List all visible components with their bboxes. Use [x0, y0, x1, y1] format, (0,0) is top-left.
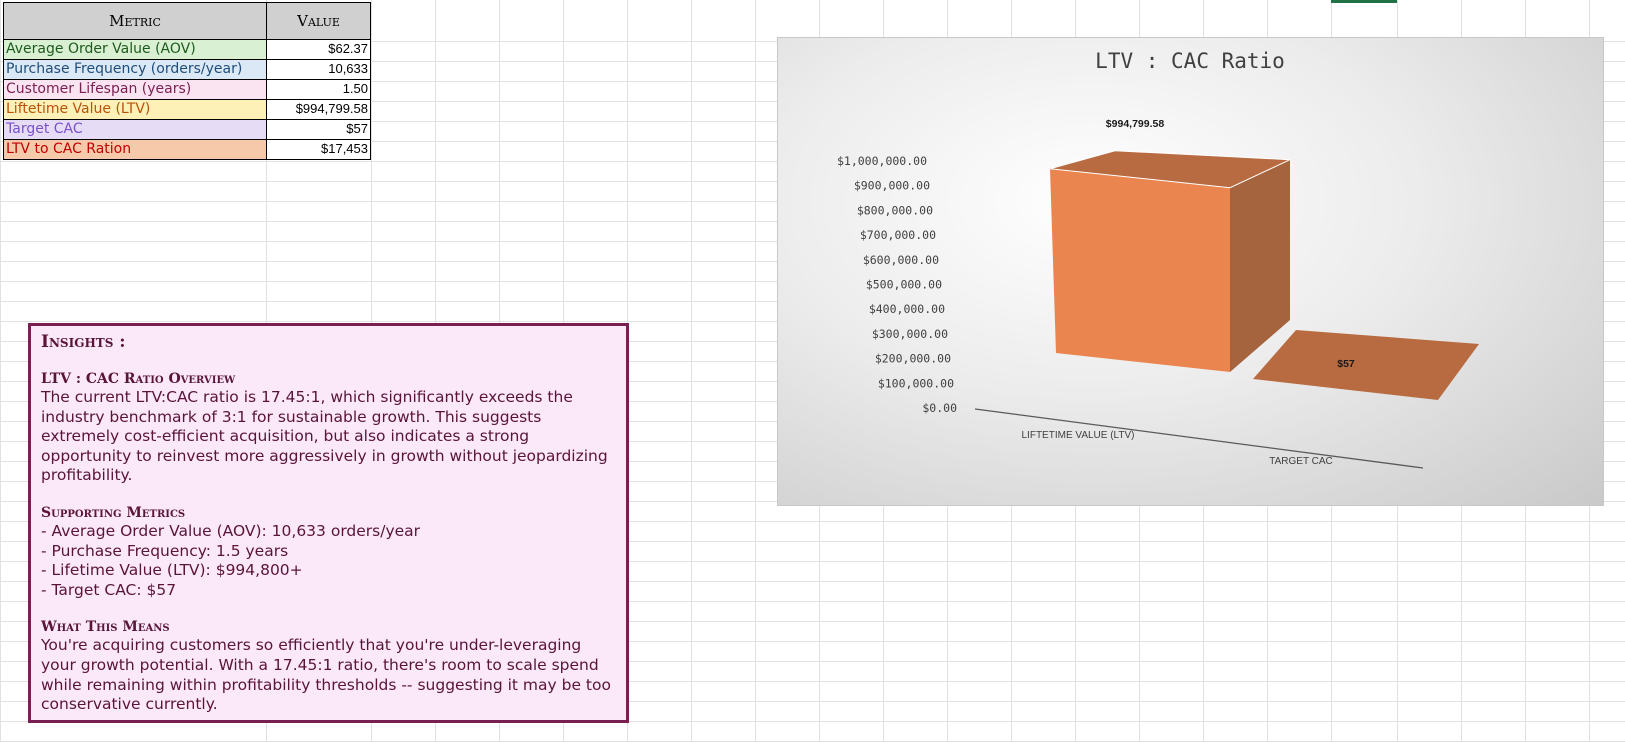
category-label-ltv: LIFTETIME VALUE (LTV) [1022, 430, 1135, 441]
y-tick-label: $900,000.00 [854, 179, 930, 193]
chart-canvas: LTV : CAC Ratio $0.00 $100,000.00 $200,000.… [837, 49, 1479, 469]
metric-column-header[interactable]: Metric [3, 2, 267, 40]
metric-label-cell[interactable]: Liftetime Value (LTV) [3, 100, 267, 120]
table-row: LTV to CAC Ration $17,453 [3, 140, 371, 160]
y-tick-label: $600,000.00 [863, 253, 939, 267]
ltv-cac-chart[interactable]: LTV : CAC Ratio $0.00 $100,000.00 $200,000.… [777, 37, 1604, 506]
bar-ltv-top [1049, 150, 1291, 189]
metric-value-cell[interactable]: $17,453 [266, 140, 371, 160]
metric-value-cell[interactable]: $62.37 [266, 40, 371, 60]
data-label-cac: $57 [1337, 358, 1355, 370]
section-title-overview: LTV : CAC Ratio Overview [41, 371, 236, 387]
chart-title: LTV : CAC Ratio [1095, 49, 1285, 73]
category-label-cac: TARGET CAC [1269, 456, 1333, 467]
metric-value-cell[interactable]: $57 [266, 120, 371, 140]
metric-label-cell[interactable]: Purchase Frequency (orders/year) [3, 60, 267, 80]
y-tick-label: $400,000.00 [869, 302, 945, 316]
table-row: Average Order Value (AOV) $62.37 [3, 40, 371, 60]
insights-textbox[interactable]: Insights : LTV : CAC Ratio Overview The … [28, 323, 629, 723]
insights-heading: Insights : [41, 332, 126, 352]
section-title-what-this-means: What This Means [41, 619, 170, 636]
supporting-metric-item: - Purchase Frequency: 1.5 years [41, 541, 289, 560]
table-row: Target CAC $57 [3, 120, 371, 140]
y-tick-label: $800,000.00 [857, 203, 933, 217]
y-tick-label: $1,000,000.00 [837, 154, 927, 168]
supporting-metric-item: - Average Order Value (AOV): 10,633 orde… [41, 521, 421, 540]
metric-label-cell[interactable]: LTV to CAC Ration [3, 140, 267, 160]
table-row: Purchase Frequency (orders/year) 10,633 [3, 60, 371, 80]
metric-label-cell[interactable]: Target CAC [3, 120, 267, 140]
bar-ltv-front [1050, 168, 1230, 372]
section-title-supporting-metrics: Supporting Metrics [41, 504, 186, 521]
supporting-metric-item: - Lifetime Value (LTV): $994,800+ [41, 561, 303, 580]
table-row: Customer Lifespan (years) 1.50 [3, 80, 371, 100]
metric-value-cell[interactable]: $994,799.58 [266, 100, 371, 120]
section-body-what-this-means: You're acquiring customers so efficientl… [41, 636, 611, 714]
supporting-metric-item: - Target CAC: $57 [41, 580, 177, 599]
table-row: Liftetime Value (LTV) $994,799.58 [3, 100, 371, 120]
y-tick-label: $300,000.00 [872, 327, 948, 341]
y-tick-label: $200,000.00 [875, 352, 951, 366]
bar-ltv-side [1230, 159, 1290, 372]
y-tick-label: $100,000.00 [878, 376, 954, 390]
data-label-ltv: $994,799.58 [1106, 118, 1165, 130]
metric-value-cell[interactable]: 10,633 [266, 60, 371, 80]
metric-label-cell[interactable]: Customer Lifespan (years) [3, 80, 267, 100]
metric-label-cell[interactable]: Average Order Value (AOV) [3, 40, 267, 60]
section-body-overview: The current LTV:CAC ratio is 17.45:1, wh… [41, 388, 608, 485]
bar-cac-top [1253, 330, 1479, 400]
value-column-header[interactable]: Value [266, 2, 371, 40]
metric-value-cell[interactable]: 1.50 [266, 80, 371, 100]
y-tick-label: $500,000.00 [866, 278, 942, 292]
y-tick-label: $0.00 [922, 401, 957, 415]
x-axis-line [974, 408, 1424, 469]
y-tick-label: $700,000.00 [860, 228, 936, 242]
selected-column-indicator [1331, 0, 1397, 3]
